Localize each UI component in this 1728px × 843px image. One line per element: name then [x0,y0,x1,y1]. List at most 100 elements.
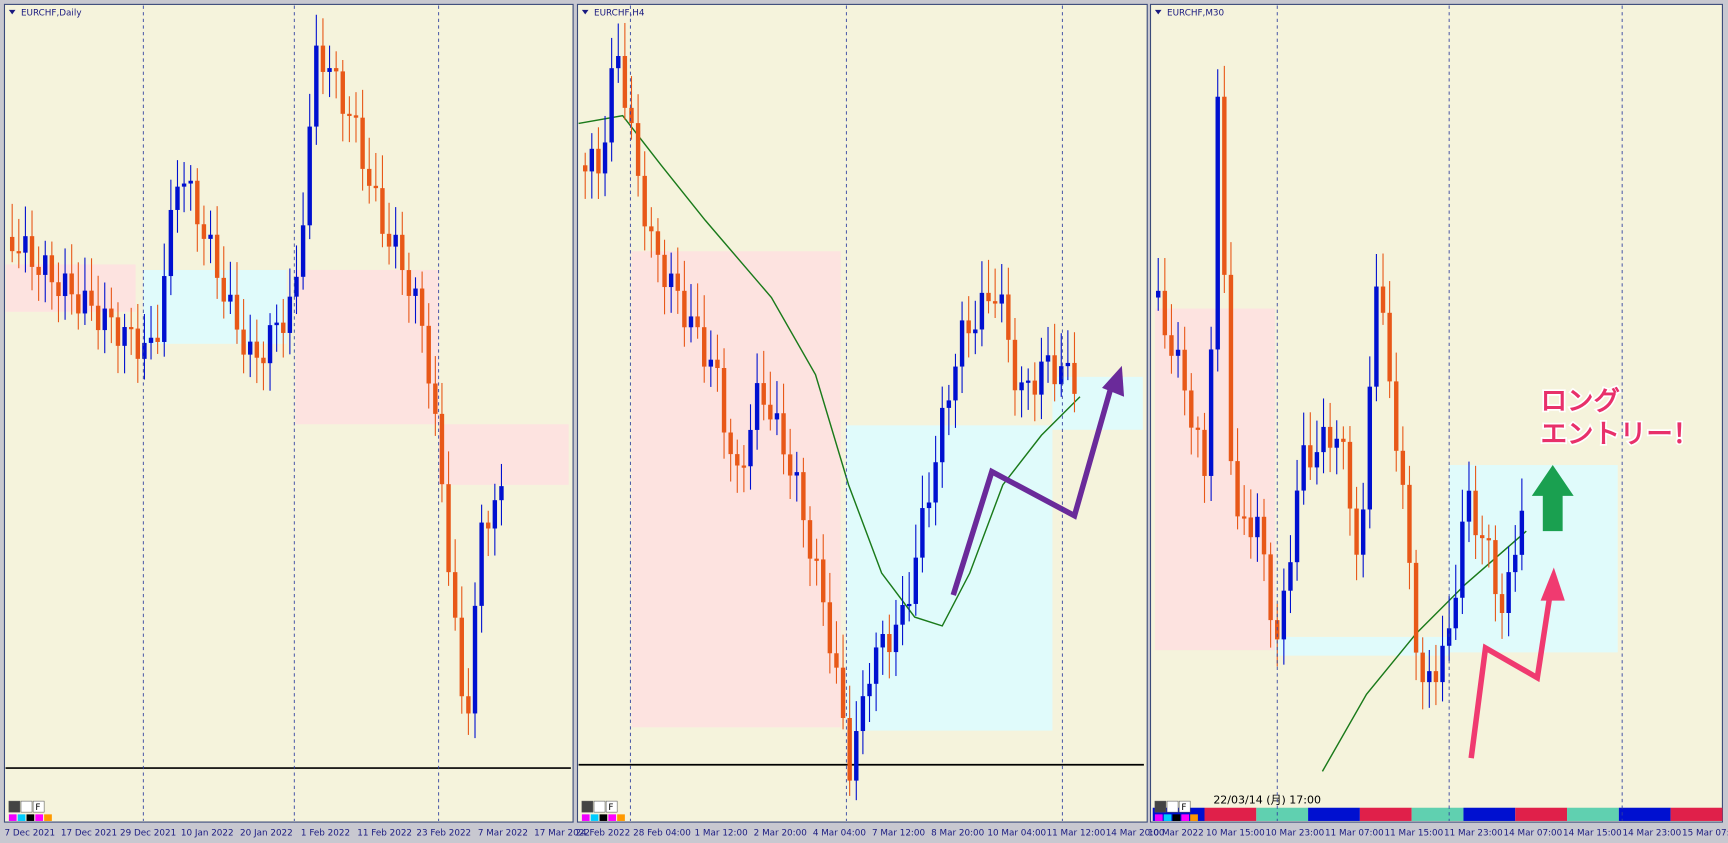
candle-body [261,357,266,364]
color-swatch [1163,814,1172,821]
strip-segment [1463,807,1516,821]
candle-body [1175,349,1181,356]
candle-body [62,273,68,297]
tool-button [20,800,33,813]
candle-body [16,251,21,254]
candle-body [887,634,892,653]
candle-body [814,558,819,561]
panel-menu [8,9,16,15]
candle-body [360,117,365,169]
strip-segment [1515,807,1568,821]
candle-body [1387,312,1392,382]
x-axis-label: 1 Mar 12:00 [695,828,749,838]
candle-body [787,454,793,476]
candle-body [913,557,918,604]
candle-body [1400,450,1406,485]
candle-body [1519,510,1525,555]
candle-body [893,624,899,653]
candle-body [89,290,94,306]
strip-segment [1567,807,1619,821]
candle-body [1334,438,1339,448]
candle-body [926,502,932,509]
strip-segment [1670,807,1723,821]
candle-body [181,183,187,187]
candle-body [115,317,121,346]
candle-body [649,226,654,232]
x-axis-label: 17 Dec 2021 [61,828,117,838]
x-axis-label: 11 Mar 12:00 [1047,828,1106,838]
x-axis-label: 17 Mar 2022 [534,828,590,838]
candle-body [840,667,846,718]
candle-body [629,107,634,124]
candle-body [353,115,359,118]
x-axis-label: 14 Mar 15:00 [1563,828,1622,838]
candle-body [721,368,727,433]
candle-body [234,294,240,330]
candle-body [768,404,773,420]
candle-body [682,290,687,328]
up-arrow [1531,465,1574,532]
candle-body [1032,380,1038,395]
x-axis-label: 29 Dec 2021 [120,828,176,838]
candle-body [49,255,55,283]
candle-body [1420,652,1425,683]
candle-body [1072,362,1077,394]
candle-body [847,717,852,781]
candle-body [1222,96,1227,275]
arrowhead [1102,365,1125,397]
candle-body [254,341,260,358]
candle-body [761,383,766,405]
candle-body [1301,445,1306,491]
panel-title: EURCHF,H4 [594,8,645,18]
candle-body [774,413,780,420]
annotation: エントリー！ [1541,419,1700,450]
candle-body [827,602,833,654]
candle-body [1248,517,1253,538]
candle-body [642,175,647,227]
arrow [950,379,1116,596]
candle-body [688,316,694,328]
candle-body [400,234,405,271]
x-axis-label: 2 Mar 20:00 [754,828,808,838]
color-swatch [599,814,608,821]
candle-body [1466,490,1472,522]
panel-menu [581,9,589,15]
candle-body [1394,381,1399,451]
candle-body [854,731,859,781]
candle-body [347,113,352,117]
x-axis-label: 24 Feb 2022 [575,828,630,838]
tool-button [8,800,21,813]
candle-body [29,236,35,267]
candle-body [979,292,985,330]
candle-body [873,647,879,684]
candle-body [940,407,945,463]
candle-body [655,231,661,255]
candle-body [1354,508,1359,555]
candle-body [281,322,286,333]
candle-body [162,276,167,342]
candle-body [195,180,200,225]
candle-body [102,308,107,331]
strip-segment [1411,807,1464,821]
strip-segment [1359,807,1412,821]
candle-body [175,186,180,210]
candle-body [1427,671,1432,683]
x-axis-label: 14 Mar 23:00 [1623,828,1682,838]
candle-body [880,634,885,648]
candle-body [214,234,220,278]
x-axis-label: 10 Jan 2022 [181,828,234,838]
candle-body [1407,484,1412,563]
x-axis-label: 23 Feb 2022 [416,828,471,838]
tool-button [1154,800,1167,813]
candle-body [413,288,418,296]
candle-body [1019,382,1024,391]
candle-body [933,462,938,503]
tool-button [581,800,594,813]
candle-body [1045,355,1051,362]
candle-body [1486,538,1492,541]
x-axis-label: 28 Feb 04:00 [633,828,691,838]
candle-body [1059,366,1064,385]
candle-body [82,290,88,314]
candle-body [992,301,998,304]
candle-body [1235,461,1240,517]
